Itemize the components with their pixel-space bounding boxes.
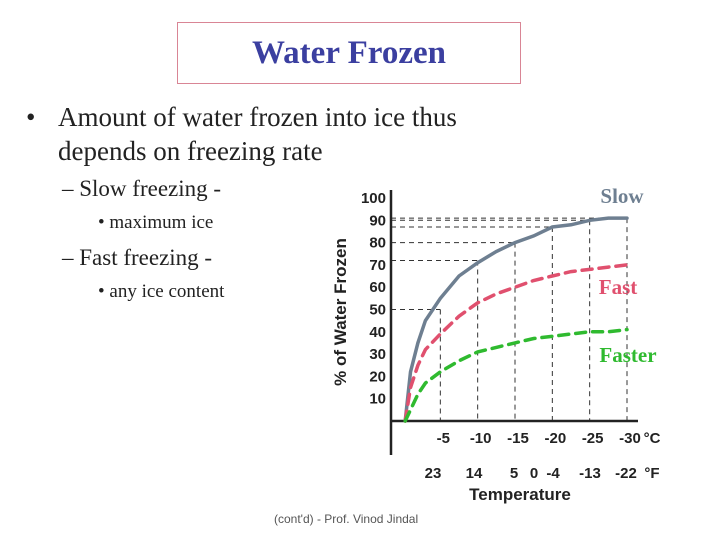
- subsub-bullet-fast: • any ice content: [98, 281, 224, 303]
- series-label-slow: Slow: [600, 184, 644, 208]
- y-tick-label: 100: [361, 190, 386, 207]
- x-tick-label-c: -10: [470, 430, 492, 447]
- subsub-bullet-fast-text: any ice content: [109, 281, 225, 302]
- sub-bullet-slow: – Slow freezing -: [62, 176, 221, 202]
- reference-lines: [391, 217, 628, 421]
- sub-bullet-fast: – Fast freezing -: [62, 245, 212, 271]
- y-tick-label: 70: [369, 257, 386, 274]
- title-box: Water Frozen: [177, 22, 521, 84]
- axes: [389, 190, 638, 455]
- bullet-marker: •: [98, 212, 110, 233]
- bullet-marker: •: [98, 281, 110, 302]
- x-tick-label-f: 23: [425, 465, 442, 482]
- x-tick-label-c: -30: [619, 430, 641, 447]
- x-axis-title: Temperature: [469, 485, 571, 504]
- x-tick-label-f: 0: [530, 465, 538, 482]
- y-tick-label: 80: [369, 235, 386, 252]
- footer-text: (cont'd) - Prof. Vinod Jindal: [274, 512, 419, 526]
- chart-labels: 10 20 30 40 50 60 70 80 90 100 % of Water Frozen -5…: [331, 184, 661, 504]
- y-tick-label: 30: [369, 346, 386, 363]
- series-lines: [403, 216, 629, 423]
- y-tick-label: 90: [369, 212, 386, 229]
- y-tick-label: 20: [369, 368, 386, 385]
- main-bullet: • Amount of water frozen into ice thus d…: [26, 100, 546, 168]
- x-unit-c: °C: [644, 430, 661, 447]
- y-axis-title: % of Water Frozen: [331, 238, 350, 386]
- sub-bullet-fast-text: Fast freezing -: [79, 245, 213, 270]
- x-tick-label-c: -15: [507, 430, 529, 447]
- dash-marker: –: [62, 245, 80, 270]
- slide-title: Water Frozen: [252, 34, 446, 71]
- series-line-slow: [403, 216, 629, 423]
- series-label-fast: Fast: [599, 275, 638, 299]
- y-tick-label: 60: [369, 279, 386, 296]
- x-unit-f: °F: [644, 465, 659, 482]
- y-tick-label: 50: [369, 302, 386, 319]
- series-line-faster: [403, 327, 629, 423]
- x-tick-label-f: -22: [615, 465, 637, 482]
- y-tick-label: 40: [369, 324, 386, 341]
- x-tick-label-c: -5: [437, 430, 450, 447]
- subsub-bullet-slow-text: maximum ice: [109, 212, 214, 233]
- y-tick-label: 10: [369, 391, 386, 408]
- dash-marker: –: [62, 176, 80, 201]
- x-tick-label-f: 14: [466, 465, 483, 482]
- x-tick-label-c: -25: [582, 430, 604, 447]
- main-bullet-text: Amount of water frozen into ice thus dep…: [58, 102, 457, 166]
- x-tick-label-f: 5: [510, 465, 518, 482]
- x-tick-label-f: -4: [546, 465, 560, 482]
- bullet-marker: •: [26, 102, 36, 132]
- x-tick-label-c: -20: [544, 430, 566, 447]
- x-tick-label-f: -13: [579, 465, 601, 482]
- sub-bullet-slow-text: Slow freezing -: [79, 176, 222, 201]
- series-label-faster: Faster: [599, 343, 656, 367]
- subsub-bullet-slow: • maximum ice: [98, 212, 213, 234]
- series-line-fast: [403, 263, 629, 423]
